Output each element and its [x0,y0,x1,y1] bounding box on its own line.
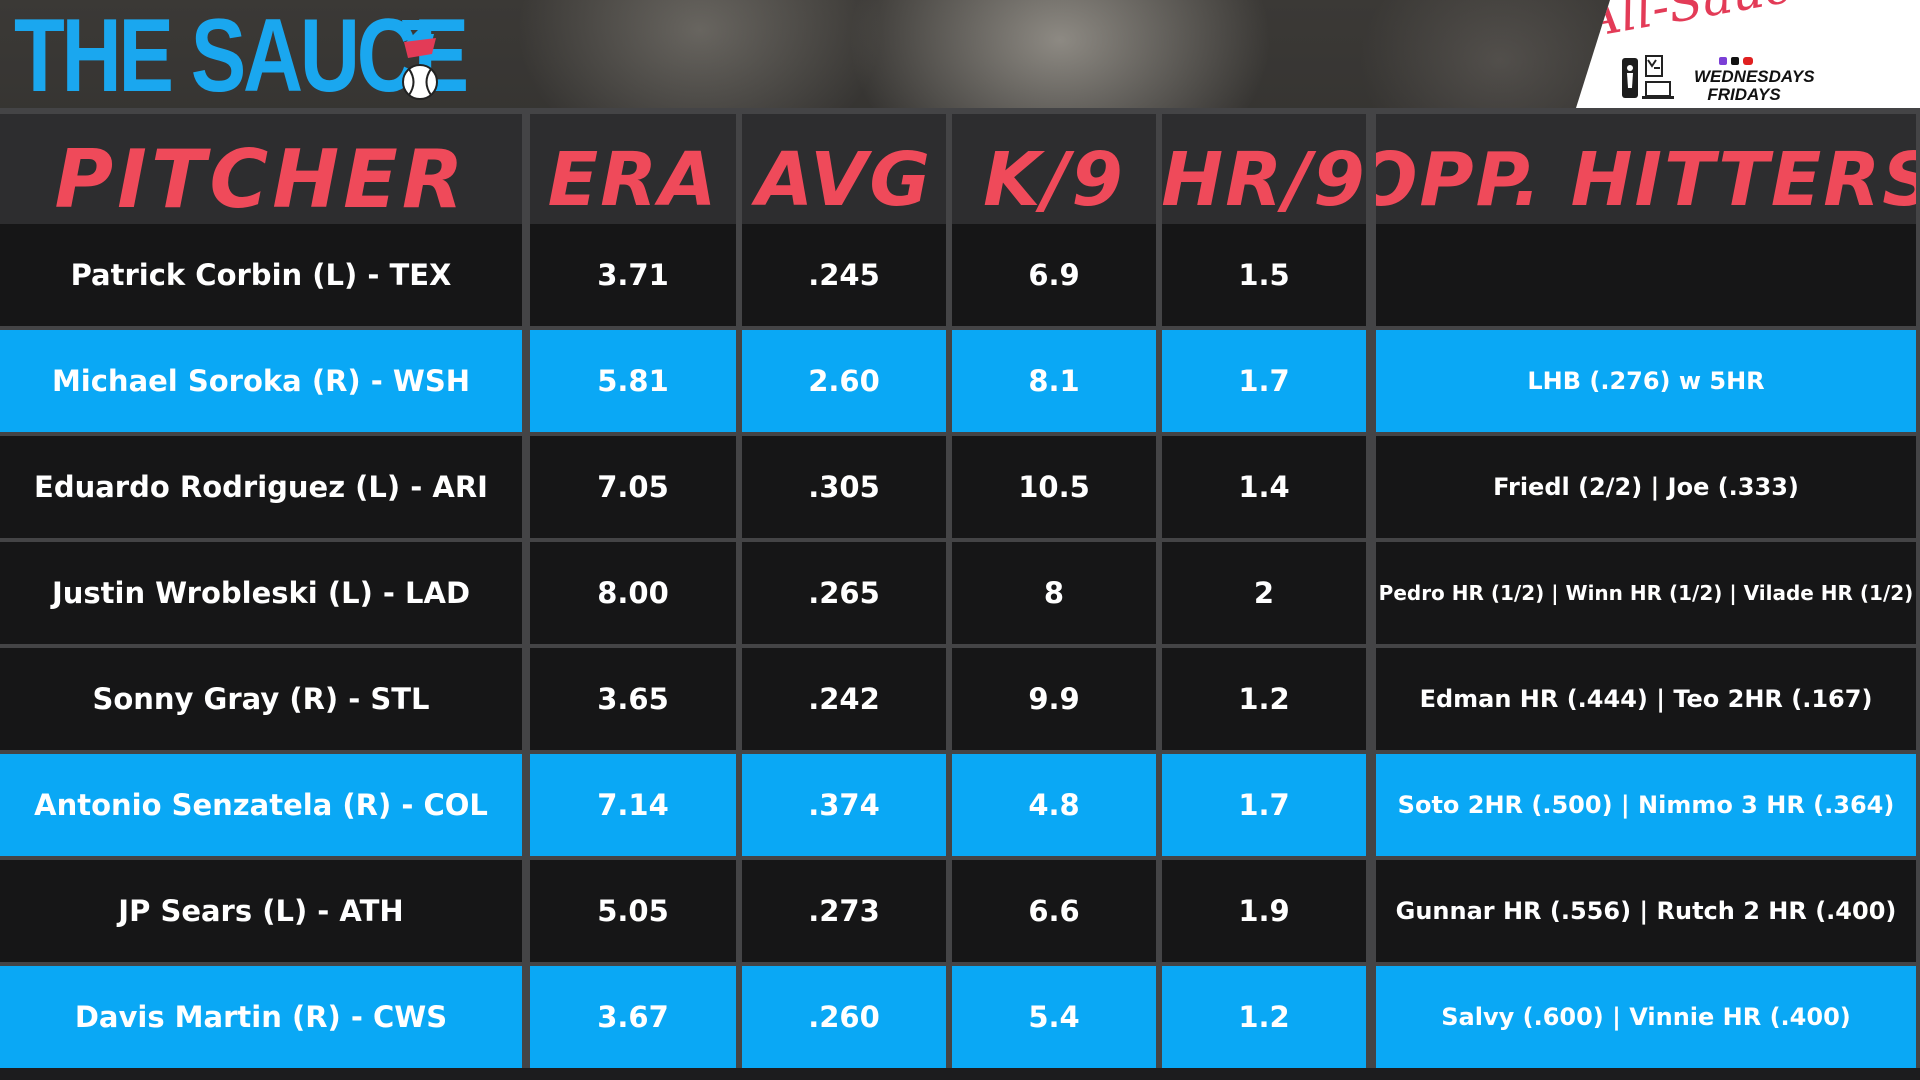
cell-avg: .265 [742,542,946,644]
column-header-pitcher: PITCHER [0,114,522,224]
cell-era: 7.14 [530,754,736,856]
cell-hr9: 1.2 [1162,648,1366,750]
badge-script-title: All-Sauce Team [1580,0,1920,49]
cell-hr9: 1.2 [1162,966,1366,1068]
brand-logo: THE SAUCE [14,0,579,114]
cell-hr9: 1.5 [1162,224,1366,326]
cell-avg: .260 [742,966,946,1068]
cell-opp-hitters: Soto 2HR (.500) | Nimmo 3 HR (.364) [1376,754,1916,856]
cell-k9: 8.1 [952,330,1156,432]
column-header-era: ERA [530,114,736,224]
cell-pitcher: Davis Martin (R) - CWS [0,966,522,1068]
column-header-hr9: HR/9 [1162,114,1366,224]
column-header-opp-hitters: OPP. HITTERS [1376,114,1916,224]
cell-hr9: 1.4 [1162,436,1366,538]
badge-days: WEDNESDAYS FRIDAYS [1694,67,1815,104]
cell-pitcher: Patrick Corbin (L) - TEX [0,224,522,326]
cell-era: 8.00 [530,542,736,644]
cell-avg: .273 [742,860,946,962]
cell-avg: 2.60 [742,330,946,432]
cell-avg: .305 [742,436,946,538]
bottom-strip [0,1068,1920,1080]
cell-avg: .242 [742,648,946,750]
cell-k9: 10.5 [952,436,1156,538]
social-icons [1719,57,1753,65]
baseball-icon [402,20,438,100]
brand-title: THE SAUCE [14,0,469,114]
cell-pitcher: Sonny Gray (R) - STL [0,648,522,750]
cell-avg: .245 [742,224,946,326]
header: THE SAUCE All-Sauce Team WEDNESDAYS FRID… [0,0,1920,108]
cell-opp-hitters: Friedl (2/2) | Joe (.333) [1376,436,1916,538]
cell-opp-hitters [1376,224,1916,326]
cell-opp-hitters: Salvy (.600) | Vinnie HR (.400) [1376,966,1916,1068]
cell-era: 5.05 [530,860,736,962]
cell-pitcher: Justin Wrobleski (L) - LAD [0,542,522,644]
cell-k9: 4.8 [952,754,1156,856]
pitcher-stats-table: PITCHER ERA AVG K/9 HR/9 OPP. HITTERS Pa… [0,108,1920,1080]
cell-era: 3.71 [530,224,736,326]
cell-hr9: 2 [1162,542,1366,644]
cell-era: 5.81 [530,330,736,432]
all-sauce-team-badge: All-Sauce Team WEDNESDAYS FRIDAYS [1576,0,1920,108]
cell-pitcher: Eduardo Rodriguez (L) - ARI [0,436,522,538]
cell-k9: 5.4 [952,966,1156,1068]
cell-opp-hitters: Edman HR (.444) | Teo 2HR (.167) [1376,648,1916,750]
cell-era: 3.65 [530,648,736,750]
cell-era: 3.67 [530,966,736,1068]
cell-hr9: 1.9 [1162,860,1366,962]
badge-day-wednesdays: WEDNESDAYS [1694,67,1815,86]
cell-era: 7.05 [530,436,736,538]
cell-avg: .374 [742,754,946,856]
column-header-k9: K/9 [952,114,1156,224]
cell-pitcher: Antonio Senzatela (R) - COL [0,754,522,856]
nba-logo-icon [1622,55,1674,99]
cell-pitcher: Michael Soroka (R) - WSH [0,330,522,432]
column-header-avg: AVG [742,114,946,224]
cell-hr9: 1.7 [1162,330,1366,432]
cell-pitcher: JP Sears (L) - ATH [0,860,522,962]
cell-k9: 6.6 [952,860,1156,962]
cell-k9: 8 [952,542,1156,644]
cell-opp-hitters: Pedro HR (1/2) | Winn HR (1/2) | Vilade … [1376,542,1916,644]
cell-opp-hitters: Gunnar HR (.556) | Rutch 2 HR (.400) [1376,860,1916,962]
cell-hr9: 1.7 [1162,754,1366,856]
cell-k9: 9.9 [952,648,1156,750]
badge-day-fridays: FRIDAYS [1707,85,1781,104]
cell-opp-hitters: LHB (.276) w 5HR [1376,330,1916,432]
cell-k9: 6.9 [952,224,1156,326]
